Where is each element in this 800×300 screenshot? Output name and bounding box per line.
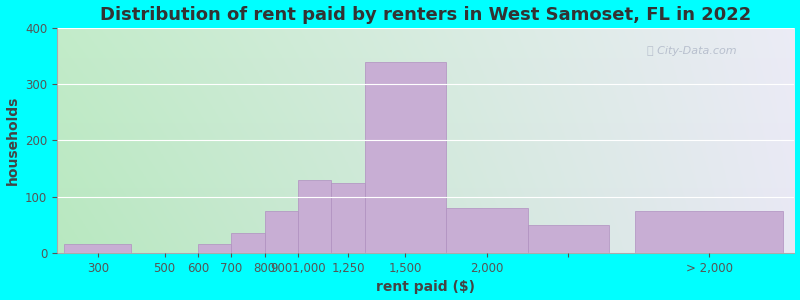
Bar	[446, 208, 528, 253]
Bar	[365, 61, 446, 253]
Text: 🔵 City-Data.com: 🔵 City-Data.com	[647, 46, 737, 56]
Bar	[265, 211, 298, 253]
Title: Distribution of rent paid by renters in West Samoset, FL in 2022: Distribution of rent paid by renters in …	[100, 6, 751, 24]
Bar	[528, 225, 609, 253]
Bar	[65, 244, 131, 253]
Bar	[231, 233, 265, 253]
Bar	[635, 211, 783, 253]
Bar	[198, 244, 231, 253]
Y-axis label: households: households	[6, 96, 19, 185]
Bar	[331, 183, 365, 253]
X-axis label: rent paid ($): rent paid ($)	[376, 280, 475, 294]
Bar	[298, 180, 331, 253]
